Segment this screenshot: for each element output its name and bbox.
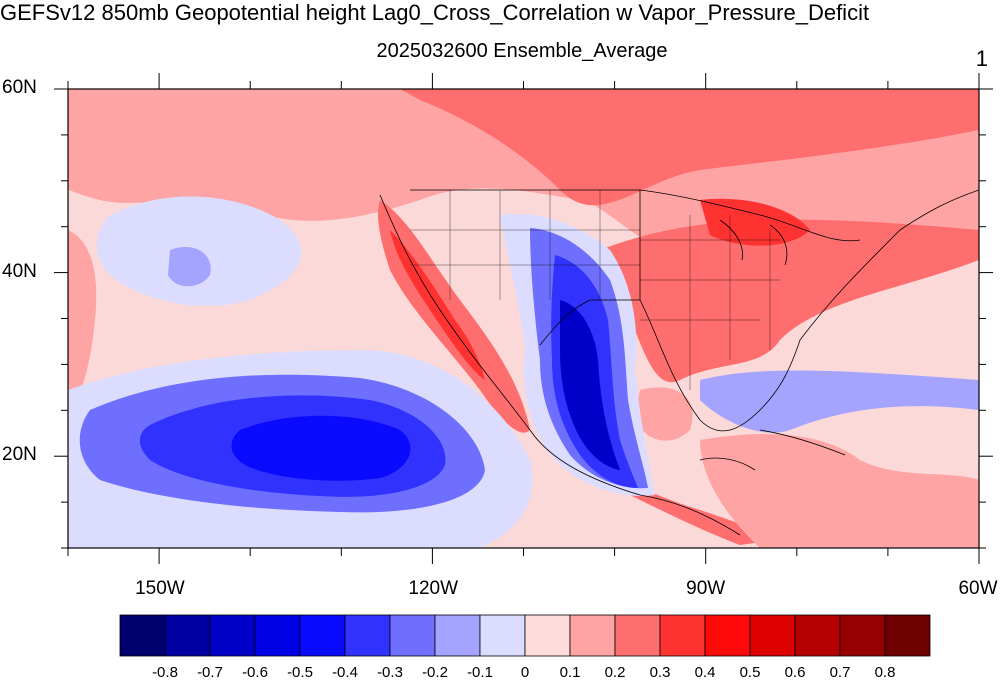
- lat-tick-label: 60N: [2, 77, 37, 98]
- negative-region: [560, 300, 620, 470]
- negative-region: [168, 246, 211, 287]
- colorbar-swatch: [524, 614, 571, 657]
- positive-region: [378, 200, 530, 433]
- lon-tick-label: 90W: [686, 578, 726, 599]
- negative-region: [231, 415, 411, 481]
- negative-region: [700, 370, 979, 433]
- colorbar-label: -0.3: [377, 664, 403, 681]
- colorbar-label: 0: [520, 664, 530, 681]
- positive-region: [560, 440, 775, 545]
- colorbar-swatch: [884, 614, 931, 657]
- colorbar-swatch: [119, 614, 166, 657]
- colorbar-label: 0.7: [829, 664, 851, 681]
- colorbar-label: 0.6: [784, 664, 806, 681]
- positive-region: [700, 434, 979, 548]
- positive-region: [600, 219, 979, 383]
- colorbar-swatch: [299, 614, 346, 657]
- colorbar-label: 0.3: [649, 664, 671, 681]
- colorbar: [119, 614, 931, 657]
- colorbar-label: 0.2: [604, 664, 626, 681]
- colorbar-swatch: [254, 614, 301, 657]
- colorbar-label: -0.4: [332, 664, 358, 681]
- axis-ticks: [54, 73, 993, 564]
- map-field: [68, 89, 979, 548]
- lon-tick-label: 120W: [408, 578, 459, 599]
- colorbar-label: -0.2: [422, 664, 448, 681]
- coastlines: [379, 189, 979, 536]
- panel-label: 1: [975, 46, 988, 71]
- colorbar-swatch: [434, 614, 481, 657]
- positive-region: [700, 198, 810, 246]
- map-subtitle: 2025032600 Ensemble_Average: [376, 40, 668, 62]
- colorbar-swatch: [614, 614, 661, 657]
- colorbar-label: -0.7: [197, 664, 223, 681]
- lat-tick-label: 20N: [2, 444, 37, 466]
- map-title: GEFSv12 850mb Geopotential height Lag0_C…: [0, 0, 870, 25]
- positive-region: [635, 387, 693, 441]
- lat-tick-label: 40N: [2, 260, 37, 282]
- colorbar-swatch: [164, 614, 211, 657]
- lon-tick-label: 150W: [135, 578, 185, 599]
- colorbar-swatch: [839, 614, 886, 657]
- colorbar-swatch: [704, 614, 751, 657]
- colorbar-swatch: [749, 614, 796, 657]
- colorbar-label: 0.5: [739, 664, 761, 681]
- colorbar-swatch: [659, 614, 706, 657]
- colorbar-label: 0.8: [874, 664, 896, 681]
- colorbar-swatch: [344, 614, 391, 657]
- positive-region: [400, 89, 979, 206]
- colorbar-label: -0.6: [242, 664, 268, 681]
- colorbar-swatch: [479, 614, 526, 657]
- lon-tick-label: 60W: [958, 578, 998, 599]
- colorbar-label: 0.1: [559, 664, 581, 681]
- colorbar-label: 0.4: [694, 664, 716, 681]
- colorbar-swatch: [389, 614, 436, 657]
- colorbar-label: -0.5: [287, 664, 313, 681]
- colorbar-swatch: [209, 614, 256, 657]
- colorbar-label: -0.1: [467, 664, 493, 681]
- colorbar-label: -0.8: [152, 664, 178, 681]
- positive-region: [68, 230, 97, 410]
- colorbar-swatch: [794, 614, 841, 657]
- colorbar-swatch: [569, 614, 616, 657]
- state-borders: [410, 190, 780, 390]
